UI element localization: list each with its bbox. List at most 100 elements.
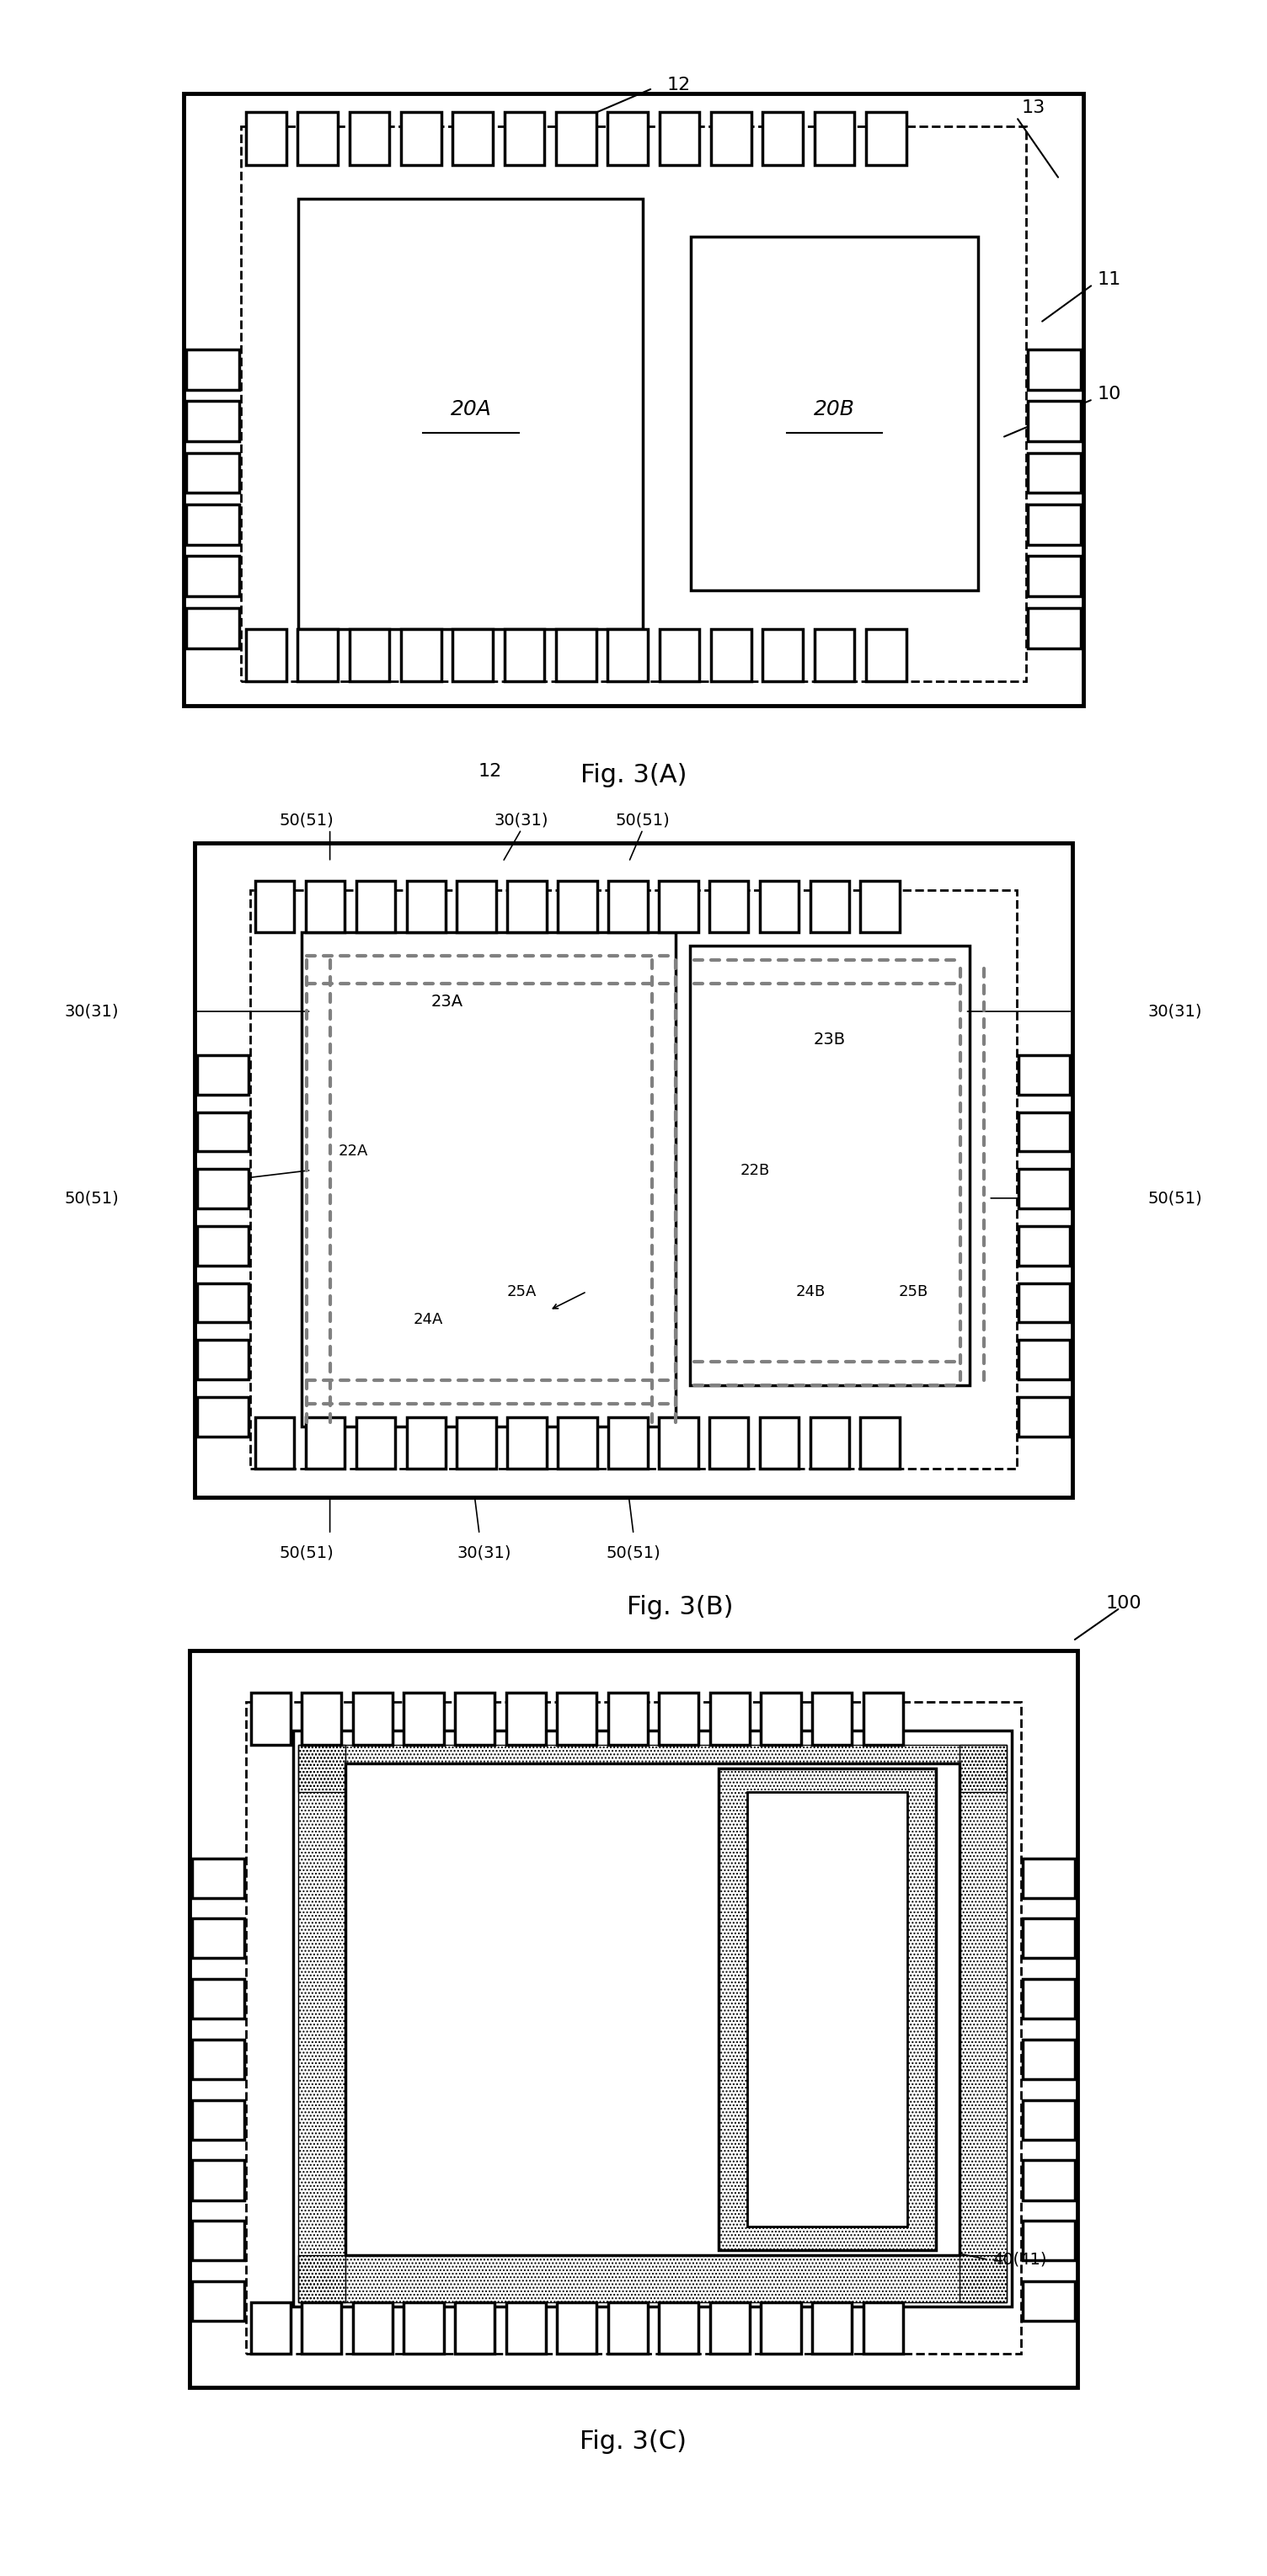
Bar bbox=[193, 1919, 245, 1958]
Bar bbox=[189, 1651, 1078, 2388]
Text: 50(51): 50(51) bbox=[606, 1546, 661, 1561]
Bar bbox=[1019, 1170, 1069, 1208]
Text: 23B: 23B bbox=[813, 1030, 846, 1048]
Bar bbox=[193, 1978, 245, 2020]
Bar bbox=[193, 2282, 245, 2321]
Bar bbox=[1022, 2221, 1074, 2262]
Text: 50(51): 50(51) bbox=[279, 811, 333, 827]
Bar bbox=[810, 1417, 849, 1468]
Bar bbox=[251, 891, 1016, 1468]
Bar bbox=[1019, 1226, 1069, 1265]
Text: 50(51): 50(51) bbox=[279, 1546, 333, 1561]
Bar bbox=[761, 1692, 801, 1744]
Bar bbox=[659, 2303, 698, 2354]
Bar bbox=[608, 113, 647, 165]
Bar bbox=[298, 629, 338, 683]
Bar bbox=[810, 881, 849, 933]
Bar bbox=[760, 1417, 799, 1468]
Bar bbox=[452, 629, 493, 683]
Bar bbox=[346, 1765, 959, 2254]
Bar bbox=[812, 2303, 851, 2354]
Bar bbox=[255, 881, 294, 933]
Bar bbox=[251, 1692, 290, 1744]
Bar bbox=[867, 629, 906, 683]
Text: Fig. 3(A): Fig. 3(A) bbox=[580, 762, 687, 788]
Bar bbox=[305, 1417, 345, 1468]
Bar bbox=[763, 629, 803, 683]
Text: 30(31): 30(31) bbox=[65, 1005, 119, 1020]
Bar bbox=[1022, 1978, 1074, 2020]
Bar bbox=[198, 1396, 248, 1437]
Bar bbox=[557, 881, 597, 933]
Bar bbox=[251, 2303, 290, 2354]
Bar bbox=[815, 113, 855, 165]
Bar bbox=[1019, 1283, 1069, 1321]
Bar bbox=[246, 113, 286, 165]
Text: 20A: 20A bbox=[450, 399, 492, 420]
Bar bbox=[279, 927, 988, 1440]
Bar bbox=[400, 629, 441, 683]
Bar bbox=[193, 2161, 245, 2200]
Bar bbox=[255, 1417, 294, 1468]
Bar bbox=[241, 126, 1026, 683]
Bar bbox=[659, 1692, 698, 1744]
Bar bbox=[198, 1226, 248, 1265]
Bar bbox=[452, 113, 493, 165]
Bar bbox=[346, 1765, 959, 2254]
Text: 13: 13 bbox=[1021, 98, 1045, 116]
Bar bbox=[608, 2303, 647, 2354]
Bar bbox=[194, 842, 1073, 1497]
Bar bbox=[691, 237, 978, 590]
Bar bbox=[302, 933, 675, 1427]
Bar bbox=[1028, 505, 1081, 544]
Bar bbox=[246, 629, 286, 683]
Bar bbox=[298, 113, 338, 165]
Bar bbox=[608, 881, 647, 933]
Bar bbox=[608, 1417, 647, 1468]
Bar bbox=[1028, 350, 1081, 389]
Bar bbox=[353, 1692, 393, 1744]
Bar bbox=[186, 608, 239, 649]
Bar bbox=[350, 113, 389, 165]
Bar bbox=[457, 881, 497, 933]
Bar bbox=[275, 1736, 992, 2331]
Text: 30(31): 30(31) bbox=[457, 1546, 511, 1561]
Bar bbox=[457, 1417, 497, 1468]
Bar bbox=[746, 1793, 907, 2226]
Bar bbox=[659, 1417, 698, 1468]
Bar bbox=[860, 881, 900, 933]
Bar bbox=[1019, 1396, 1069, 1437]
Bar bbox=[746, 1793, 907, 2226]
Text: 20B: 20B bbox=[813, 399, 855, 420]
Bar bbox=[761, 2303, 801, 2354]
Bar bbox=[298, 1744, 346, 2303]
Bar bbox=[557, 1692, 597, 1744]
Bar bbox=[270, 160, 997, 657]
Bar bbox=[1028, 402, 1081, 440]
Bar bbox=[186, 505, 239, 544]
Bar bbox=[455, 1692, 494, 1744]
Bar bbox=[356, 1417, 395, 1468]
Text: 30(31): 30(31) bbox=[1148, 1005, 1202, 1020]
Bar bbox=[506, 1692, 546, 1744]
Text: 24B: 24B bbox=[796, 1283, 826, 1298]
Bar bbox=[1019, 1056, 1069, 1095]
Bar bbox=[504, 629, 545, 683]
Text: 10: 10 bbox=[1097, 386, 1121, 402]
Text: 22A: 22A bbox=[338, 1144, 369, 1159]
Bar bbox=[298, 2254, 1007, 2303]
Bar bbox=[608, 629, 647, 683]
Bar bbox=[186, 402, 239, 440]
Bar bbox=[710, 1417, 749, 1468]
Text: Fig. 3(C): Fig. 3(C) bbox=[580, 2429, 687, 2455]
Text: 11: 11 bbox=[1097, 270, 1121, 289]
Text: 23A: 23A bbox=[431, 994, 462, 1010]
Bar bbox=[193, 1857, 245, 1899]
Text: 100: 100 bbox=[1106, 1595, 1142, 1613]
Bar bbox=[198, 1113, 248, 1151]
Bar bbox=[407, 1417, 446, 1468]
Bar bbox=[711, 113, 751, 165]
Bar bbox=[350, 629, 389, 683]
Bar bbox=[1022, 2161, 1074, 2200]
Bar bbox=[959, 1744, 1007, 2303]
